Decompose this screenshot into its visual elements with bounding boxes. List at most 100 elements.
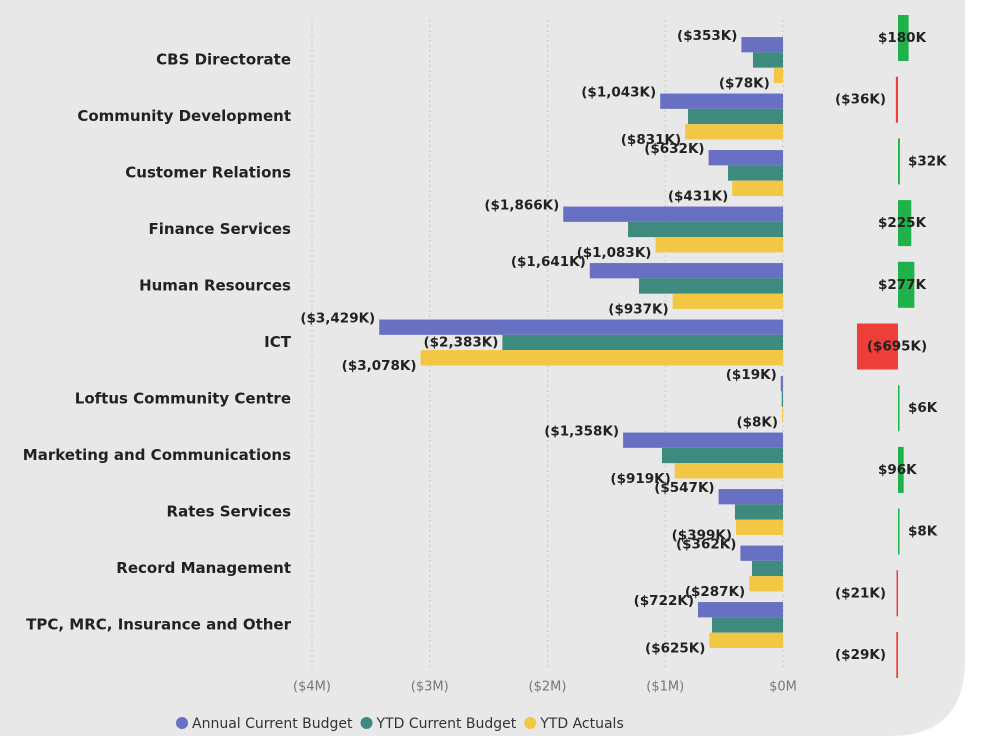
variance-bar [898,385,900,432]
data-label: ($8K) [736,414,778,430]
category-label: Loftus Community Centre [75,390,291,408]
variance-label: $277K [878,277,927,293]
category-label: ICT [264,333,292,351]
bar [709,632,783,648]
bar [655,237,783,253]
bar [781,391,783,407]
variance-label: $8K [908,524,938,540]
bar [780,376,783,392]
data-label: ($937K) [608,301,668,317]
variance-bar [895,76,898,123]
bar [736,519,783,535]
bar [502,334,783,351]
data-label: ($1,083K) [577,245,652,261]
data-label: ($625K) [645,640,705,656]
bar [420,350,783,366]
variance-label: ($21K) [835,585,886,601]
category-label: Human Resources [139,277,291,295]
data-label: ($1,641K) [511,254,586,270]
data-label: ($19K) [726,367,777,383]
bar [732,180,783,196]
variance-label: $32K [908,153,947,169]
data-label: ($722K) [634,593,694,609]
bar [661,447,783,464]
data-label: ($353K) [677,28,737,44]
bar [687,108,783,125]
variance-bar [898,446,904,493]
bar [638,278,783,294]
data-label: ($399K) [672,527,732,543]
variance-bar [896,632,898,678]
bar [697,602,783,618]
category-label: Community Development [77,107,291,125]
bar [711,617,783,633]
legend-marker [176,717,188,729]
data-label: ($3,429K) [300,311,375,327]
data-label: ($362K) [676,537,736,553]
variance-bar [898,508,900,555]
data-label: ($831K) [621,132,681,148]
bar [563,206,783,222]
bar [752,560,783,577]
bar [749,576,783,592]
x-tick-label: ($3M) [411,680,449,695]
bar [773,67,783,83]
x-tick-label: ($1M) [646,680,684,695]
background [0,0,965,736]
data-label: ($3,078K) [342,358,417,374]
variance-bar [898,15,909,61]
bar [734,504,783,520]
category-label: CBS Directorate [156,51,291,69]
x-tick-label: ($2M) [529,680,567,695]
data-label: ($1,043K) [581,85,656,101]
variance-label: $96K [878,462,917,478]
bar [708,150,783,166]
data-label: ($431K) [668,188,728,204]
bar [685,124,783,140]
data-label: ($287K) [685,584,745,600]
data-label: ($1,866K) [484,198,559,214]
variance-label: ($36K) [835,92,886,108]
bar [728,165,783,181]
bar [741,37,783,53]
legend-label: YTD Current Budget [376,716,517,732]
data-label: ($632K) [644,141,704,157]
category-label: TPC, MRC, Insurance and Other [26,616,291,634]
legend-marker [524,717,537,729]
data-label: ($919K) [610,471,670,487]
variance-bar [898,138,900,185]
variance-label: $180K [878,30,927,46]
variance-bar [856,323,898,370]
bar [718,489,783,505]
x-tick-label: $0M [769,680,797,695]
bar [782,406,783,422]
bar [752,52,783,68]
variance-bar [898,200,912,247]
bar [672,293,783,309]
bar [589,263,783,279]
legend-marker [360,717,373,729]
data-label: ($1,358K) [544,424,619,440]
category-label: Marketing and Communications [23,446,291,464]
category-label: Finance Services [149,220,292,238]
bar [379,319,783,335]
bar [628,221,783,238]
variance-bar [898,261,915,308]
data-label: ($78K) [719,75,770,91]
data-label: ($547K) [654,480,714,496]
variance-label: ($695K) [867,339,927,355]
variance-label: $225K [878,215,927,231]
variance-label: $6K [908,400,938,416]
variance-label: ($29K) [835,647,886,663]
variance-bar [896,570,898,617]
data-label: ($2,383K) [423,335,498,351]
category-label: Rates Services [167,503,292,521]
category-label: Record Management [116,559,291,577]
bar [623,432,783,448]
category-label: Customer Relations [125,164,291,182]
x-tick-label: ($4M) [293,680,331,695]
bar [740,545,783,561]
bar [674,463,783,479]
legend-label: YTD Actuals [539,716,624,732]
